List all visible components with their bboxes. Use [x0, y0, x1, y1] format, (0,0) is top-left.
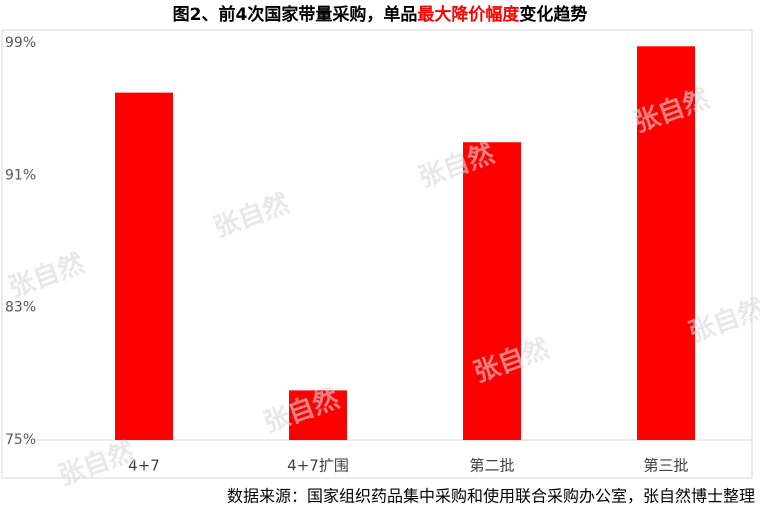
- source-note: 数据来源：国家组织药品集中采购和使用联合采购办公室，张自然博士整理: [227, 487, 755, 506]
- chart-frame: [1, 29, 753, 479]
- x-tick-label: 4+7: [128, 457, 160, 475]
- title-part: 最大降价幅度: [417, 4, 520, 25]
- y-tick-label: 91%: [5, 167, 36, 183]
- x-tick-label: 第三批: [643, 457, 688, 475]
- watermark: 张自然: [4, 248, 88, 304]
- x-tick-label: 4+7扩围: [287, 457, 349, 475]
- y-tick-label: 83%: [5, 300, 36, 316]
- chart-title: 图2、前4次国家带量采购，单品最大降价幅度变化趋势: [173, 4, 588, 25]
- bar: [115, 92, 173, 440]
- bar: [463, 142, 521, 440]
- watermark: 张自然: [684, 293, 760, 349]
- y-tick-label: 75%: [5, 432, 36, 448]
- watermark: 张自然: [54, 436, 138, 492]
- title-part: 图2、前4次国家带量采购，单品: [173, 4, 418, 25]
- bar: [637, 46, 695, 440]
- watermark: 张自然: [209, 188, 293, 244]
- title-part: 变化趋势: [519, 4, 587, 25]
- bar: [289, 390, 347, 440]
- x-tick-label: 第二批: [469, 457, 514, 475]
- y-tick-label: 99%: [5, 35, 36, 51]
